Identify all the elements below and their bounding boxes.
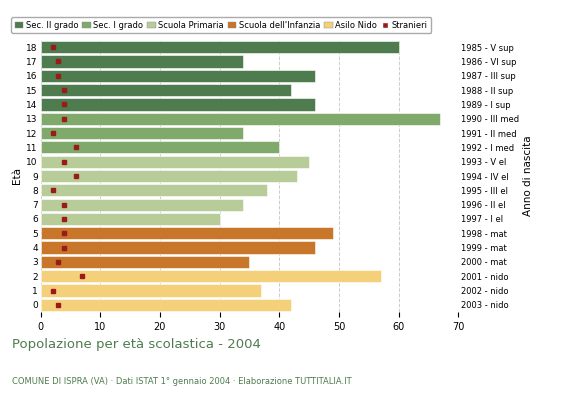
Bar xyxy=(41,70,315,82)
Y-axis label: Anno di nascita: Anno di nascita xyxy=(523,136,533,216)
Bar xyxy=(41,256,249,268)
Bar xyxy=(41,156,309,168)
Bar xyxy=(41,270,380,282)
Bar xyxy=(41,127,244,139)
Bar xyxy=(41,55,244,68)
Bar xyxy=(41,198,244,211)
Bar xyxy=(41,242,315,254)
Bar xyxy=(41,98,315,110)
Y-axis label: Età: Età xyxy=(12,168,22,184)
Bar xyxy=(41,84,291,96)
Bar xyxy=(41,113,440,125)
Bar xyxy=(41,41,398,53)
Bar xyxy=(41,141,279,154)
Bar xyxy=(41,184,267,196)
Bar xyxy=(41,284,262,297)
Text: Popolazione per età scolastica - 2004: Popolazione per età scolastica - 2004 xyxy=(12,338,260,351)
Bar xyxy=(41,213,220,225)
Bar xyxy=(41,170,297,182)
Bar xyxy=(41,227,333,239)
Bar xyxy=(41,299,291,311)
Text: COMUNE DI ISPRA (VA) · Dati ISTAT 1° gennaio 2004 · Elaborazione TUTTITALIA.IT: COMUNE DI ISPRA (VA) · Dati ISTAT 1° gen… xyxy=(12,377,351,386)
Legend: Sec. II grado, Sec. I grado, Scuola Primaria, Scuola dell'Infanzia, Asilo Nido, : Sec. II grado, Sec. I grado, Scuola Prim… xyxy=(12,18,432,33)
